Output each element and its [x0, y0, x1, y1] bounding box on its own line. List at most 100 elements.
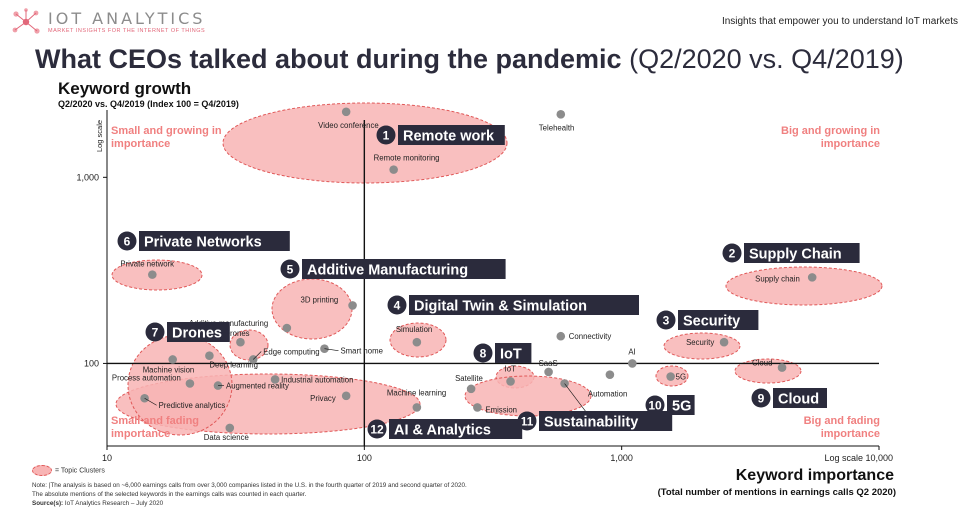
- cluster-name: Sustainability: [544, 415, 638, 431]
- data-point: [348, 301, 357, 310]
- topic-cluster-ellipse: [725, 266, 883, 306]
- data-point: [719, 337, 729, 347]
- legend: = Topic Clusters: [32, 465, 105, 476]
- y-axis-title: Keyword growth: [58, 79, 192, 98]
- cluster-number: 1: [383, 129, 390, 143]
- cluster-name-bg: [398, 125, 505, 145]
- cluster-label: 1 Remote work: [376, 125, 505, 145]
- axes-layer: 10 100 1,000 Log scale 10,000 100 1,000 Log sc…: [76, 110, 893, 463]
- data-point: [168, 355, 177, 364]
- point-label: Private network: [120, 260, 174, 269]
- data-point: [466, 384, 476, 394]
- cluster-label: 9 Cloud: [751, 388, 827, 408]
- cluster-name: Remote work: [403, 129, 495, 145]
- quadrant-bottom-right: Big and fading importance: [803, 415, 880, 440]
- source-line: Source(s): IoT Analytics Research – July…: [32, 499, 467, 508]
- quadrant-top-left: Small and growing in importance: [111, 125, 222, 150]
- point-label: Industrial automation: [281, 375, 353, 384]
- cluster-label: 6 Private Networks: [117, 231, 290, 251]
- data-point: [506, 377, 515, 386]
- point-label: Remote monitoring: [374, 154, 440, 163]
- legend-cluster-swatch: [32, 465, 52, 476]
- point-label: Connectivity: [569, 332, 612, 341]
- point-label: Satellite: [455, 374, 483, 383]
- cluster-number: 3: [663, 314, 670, 328]
- point-label: Process automation: [112, 374, 181, 383]
- cluster-label: 7 Drones: [145, 322, 230, 342]
- x-scale-label: Log scale 10,000: [824, 453, 893, 463]
- data-point: [807, 273, 817, 282]
- x-tick-label: 10: [102, 453, 112, 463]
- cluster-number: 7: [152, 326, 159, 340]
- cluster-label: 8 IoT: [473, 343, 532, 363]
- cluster-name: Additive Manufacturing: [307, 263, 468, 279]
- data-point: [270, 375, 280, 384]
- x-axis-title: Keyword importance: [735, 467, 894, 484]
- point-label: Augmented reality: [226, 382, 289, 391]
- cluster-name-bg: [678, 310, 759, 330]
- x-axis-subtitle: (Total number of mentions in earnings ca…: [657, 487, 896, 498]
- cluster-name: AI & Analytics: [394, 423, 491, 439]
- cluster-number-badge: [376, 125, 396, 145]
- logo-tagline: MARKET INSIGHTS FOR THE INTERNET OF THIN…: [48, 28, 206, 34]
- data-point: [341, 107, 351, 117]
- cluster-label: 2 Supply Chain: [722, 243, 860, 263]
- cluster-number-badge: [473, 343, 493, 363]
- cluster-number-badge: [517, 411, 537, 431]
- cluster-number: 10: [648, 399, 662, 413]
- cluster-number: 8: [480, 347, 487, 361]
- cluster-name: Cloud: [778, 392, 819, 408]
- x-tick-label: 100: [357, 453, 372, 463]
- cluster-number-badge: [367, 419, 387, 439]
- cluster-number: 2: [729, 247, 736, 261]
- cluster-name-bg: [167, 322, 230, 342]
- data-point: [205, 351, 214, 361]
- data-point: [148, 270, 157, 279]
- cluster-name-bg: [773, 388, 827, 408]
- y-tick-label: 1,000: [76, 172, 99, 182]
- data-point: [412, 403, 422, 412]
- cluster-label: 10 5G: [645, 395, 695, 415]
- cluster-name: 5G: [672, 399, 691, 415]
- point-label: 3D printing: [301, 295, 339, 304]
- cluster-name-bg: [744, 243, 860, 263]
- title-main: What CEOs talked about during the pandem…: [35, 44, 622, 74]
- cluster-label: 4 Digital Twin & Simulation: [387, 295, 639, 315]
- point-label: Deep learning: [209, 361, 258, 370]
- x-tick-label: 1,000: [610, 453, 633, 463]
- cluster-name: Supply Chain: [749, 247, 842, 263]
- cluster-number-badge: [751, 388, 771, 408]
- footnote: Note: |The analysis is based on ~6,000 e…: [32, 481, 467, 508]
- page-title: What CEOs talked about during the pandem…: [35, 44, 904, 75]
- title-sub: (Q2/2020 vs. Q4/2019): [629, 44, 904, 74]
- quadrant-bottom-left: Small and fading importance: [111, 415, 200, 440]
- point-label: IoT: [505, 364, 517, 373]
- point-label: Simulation: [396, 325, 432, 334]
- cluster-number-badge: [117, 231, 137, 251]
- iot-analytics-logo-icon: [12, 8, 40, 34]
- data-point: [605, 370, 615, 379]
- data-point: [556, 110, 566, 119]
- cluster-name: IoT: [500, 347, 522, 363]
- data-point: [473, 403, 482, 412]
- data-point: [412, 337, 422, 347]
- source-text: IoT Analytics Research – July 2020: [64, 500, 164, 507]
- cluster-label: 11 Sustainability: [517, 411, 673, 431]
- note-line-1: Note: |The analysis is based on ~6,000 e…: [32, 482, 467, 489]
- topic-cluster-ellipse: [111, 259, 203, 291]
- cluster-name-bg: [495, 343, 532, 363]
- point-label: Privacy: [310, 394, 336, 403]
- legend-label: = Topic Clusters: [55, 467, 105, 475]
- cluster-number: 9: [758, 392, 765, 406]
- point-label: Edge computing: [263, 347, 319, 356]
- cluster-name: Drones: [172, 326, 222, 342]
- cluster-number-badge: [722, 243, 742, 263]
- quadrant-top-right: Big and growing in importance: [781, 125, 880, 150]
- data-point: [236, 337, 245, 347]
- cluster-name-bg: [539, 411, 673, 431]
- point-label: Security: [686, 338, 714, 347]
- y-tick-label: 100: [84, 358, 99, 368]
- data-point: [225, 423, 235, 433]
- point-label: Automation: [588, 390, 627, 399]
- point-label: Cloud: [752, 359, 772, 368]
